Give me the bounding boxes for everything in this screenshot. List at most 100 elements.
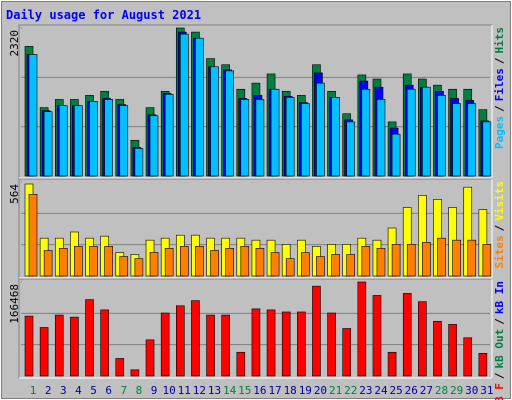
bar: [391, 244, 401, 277]
bar: [240, 246, 250, 277]
legend-separator: /: [493, 372, 506, 379]
bar: [437, 95, 446, 177]
bar: [387, 351, 397, 377]
x-tick-label: 20: [314, 384, 327, 397]
bar: [255, 99, 265, 177]
x-tick-label: 2: [45, 384, 52, 397]
bar: [43, 111, 53, 177]
bar: [346, 254, 356, 277]
bar: [210, 66, 219, 177]
bar: [89, 246, 98, 277]
bar: [240, 99, 250, 177]
bar: [482, 244, 492, 277]
bar: [115, 358, 125, 377]
x-tick-label: 7: [120, 384, 127, 397]
bar: [134, 148, 144, 177]
legend-entry: Pages: [493, 116, 506, 149]
bar: [281, 311, 291, 377]
legend-entry: Files: [493, 68, 506, 101]
bar: [221, 314, 230, 377]
bar: [225, 248, 234, 277]
x-tick-label: 18: [284, 384, 297, 397]
bar: [130, 369, 140, 377]
x-tick-label: 6: [105, 384, 112, 397]
legend-entry: Hits: [493, 27, 506, 54]
bar: [270, 88, 280, 177]
bar: [266, 309, 276, 377]
bar: [270, 252, 280, 277]
bar: [372, 295, 382, 377]
bar: [145, 339, 155, 377]
x-tick-label: 22: [344, 384, 357, 397]
x-tick-label: 29: [450, 384, 463, 397]
bar: [376, 248, 386, 277]
legend-separator: /: [493, 105, 506, 112]
x-tick-label: 17: [268, 384, 281, 397]
bar: [251, 308, 261, 377]
bar: [422, 242, 431, 277]
bar: [104, 99, 113, 177]
x-tick-label: 13: [208, 384, 221, 397]
bar: [119, 105, 129, 177]
bar: [74, 105, 83, 177]
x-tick-label: 5: [90, 384, 97, 397]
bar: [74, 246, 83, 277]
bar: [28, 194, 38, 277]
legend-entry: kB In: [493, 281, 506, 314]
bar: [297, 311, 306, 377]
x-tick-label: 4: [75, 384, 82, 397]
bar: [482, 121, 492, 177]
y-tick-label: 564: [8, 184, 21, 204]
bar: [195, 37, 204, 177]
bar: [179, 33, 189, 177]
bar: [195, 246, 204, 277]
x-tick-label: 3: [60, 384, 67, 397]
bar: [175, 305, 185, 377]
x-tick-label: 16: [253, 384, 266, 397]
bar: [342, 328, 352, 377]
bar: [346, 121, 356, 177]
bar: [104, 246, 113, 277]
x-tick-label: 10: [163, 384, 176, 397]
bar: [316, 256, 325, 277]
bar: [24, 315, 34, 377]
x-tick-label: 30: [465, 384, 478, 397]
bar: [70, 316, 79, 377]
bar: [39, 327, 49, 377]
bar: [467, 239, 477, 277]
bar: [43, 250, 53, 277]
bar: [422, 86, 431, 177]
bar: [149, 252, 159, 277]
bar: [164, 94, 174, 177]
bar: [255, 248, 265, 277]
x-tick-label: 26: [405, 384, 418, 397]
y-tick-label: 2320: [8, 30, 21, 57]
bar: [301, 252, 310, 277]
x-tick-label: 24: [374, 384, 388, 397]
bar: [361, 88, 371, 177]
bar: [312, 285, 321, 377]
bar: [467, 103, 477, 177]
bar: [58, 105, 68, 177]
legend: Pages / Files / Hits: [493, 27, 506, 149]
legend-separator: /: [493, 318, 506, 325]
bar: [100, 309, 109, 377]
bar: [452, 239, 461, 277]
bar: [89, 101, 98, 177]
x-tick-label: 15: [238, 384, 251, 397]
bar: [433, 320, 442, 377]
bar: [361, 246, 371, 277]
legend-separator: /: [493, 57, 506, 64]
legend-separator: /: [493, 224, 506, 231]
bar: [316, 82, 325, 177]
bar: [206, 314, 215, 377]
bar: [478, 352, 488, 377]
x-tick-label: 1: [30, 384, 37, 397]
bar: [85, 299, 94, 377]
bar: [331, 97, 340, 177]
bar: [191, 300, 200, 377]
bar: [210, 250, 219, 277]
